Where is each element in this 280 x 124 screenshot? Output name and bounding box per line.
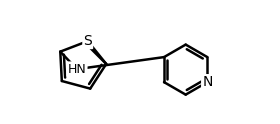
Text: S: S (83, 34, 92, 48)
Text: HN: HN (67, 63, 86, 76)
Text: N: N (202, 75, 213, 89)
